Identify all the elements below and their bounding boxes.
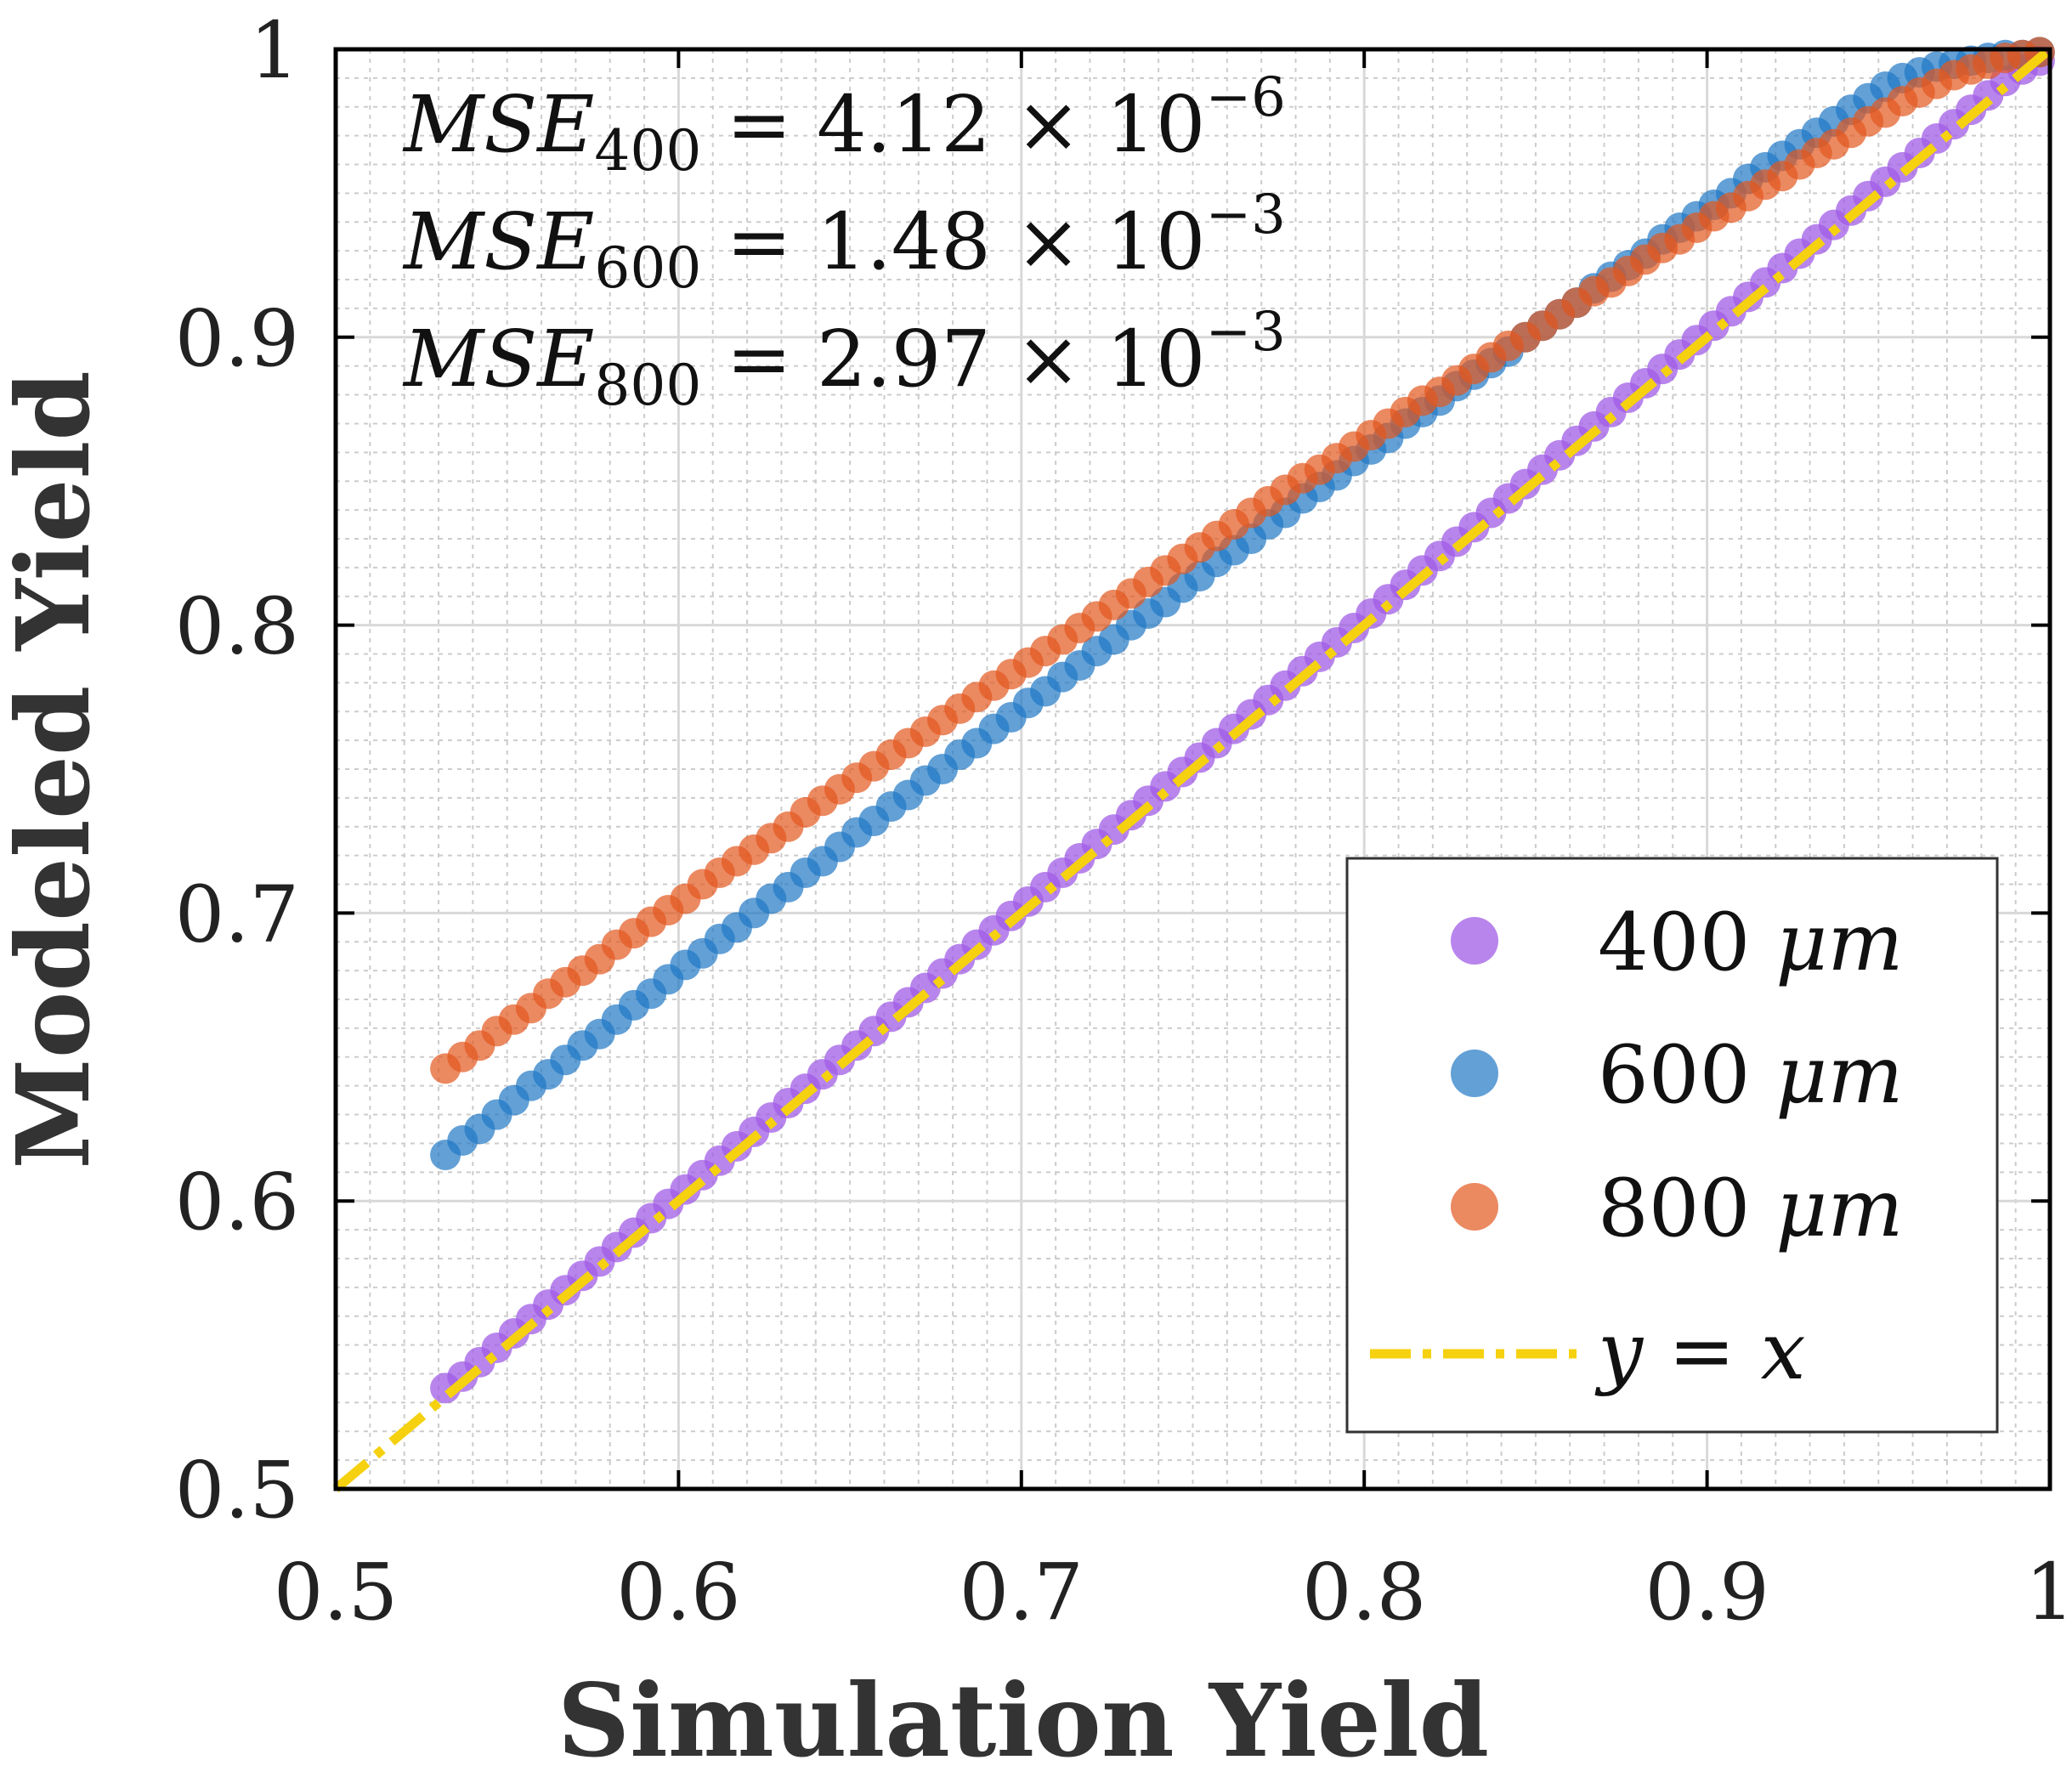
y-tick-label: 1: [249, 5, 299, 96]
y-axis-title: Modeled Yield: [0, 371, 112, 1169]
legend-number: 600: [1598, 1029, 1775, 1122]
plot-frame: [333, 47, 2052, 1491]
x-tick-labels: 0.5 0.6 0.7 0.8 0.9 1: [274, 1547, 2072, 1638]
x-tick-label: 0.7: [960, 1547, 1084, 1638]
legend-label-600: 600 μm: [1598, 1029, 1904, 1122]
tick-marks: [334, 48, 2052, 1491]
y-tick-label: 0.5: [175, 1445, 299, 1536]
series-800: [430, 37, 2055, 1084]
x-tick-label: 0.6: [616, 1547, 740, 1638]
legend-marker-600: [1451, 1050, 1498, 1097]
legend-number: 400: [1598, 897, 1775, 989]
y-tick-labels: 0.5 0.6 0.7 0.8 0.9 1: [175, 5, 299, 1536]
legend-unit: μm: [1775, 1163, 1903, 1255]
mse-annotation: MSE600 = 1.48 × 10−3: [402, 184, 1286, 301]
reference-line: [332, 45, 2053, 1493]
legend-unit: μm: [1775, 897, 1903, 989]
mse-annotation: MSE800 = 2.97 × 10−3: [402, 301, 1286, 418]
mse-subscript: 800: [594, 353, 701, 418]
mse-exponent: −3: [1205, 301, 1285, 364]
mse-label: MSE: [402, 196, 594, 287]
mse-value: = 2.97 × 10: [701, 314, 1205, 405]
legend-marker-800: [1451, 1183, 1498, 1231]
legend-label-800: 800 μm: [1598, 1163, 1904, 1255]
legend-unit: μm: [1775, 1029, 1903, 1122]
legend-number: 800: [1598, 1163, 1775, 1255]
y-tick-label: 0.6: [175, 1157, 299, 1248]
legend-eq: =: [1643, 1305, 1761, 1398]
y-tick-label: 0.7: [175, 869, 299, 959]
y-tick-label: 0.9: [175, 293, 299, 384]
mse-subscript: 600: [594, 235, 701, 301]
mse-label: MSE: [402, 79, 594, 170]
mse-label: MSE: [402, 314, 594, 405]
mse-exponent: −3: [1205, 184, 1285, 246]
reference-line-layer: [332, 45, 2053, 1493]
x-axis-title: Simulation Yield: [558, 1661, 1489, 1777]
legend-rhs: x: [1761, 1305, 1806, 1398]
legend-label-y-equals-x: y = x: [1594, 1305, 1806, 1398]
x-tick-label: 0.9: [1645, 1547, 1769, 1638]
mse-exponent: −6: [1205, 66, 1285, 129]
legend-lhs: y: [1594, 1305, 1645, 1398]
mse-subscript: 400: [594, 118, 701, 184]
x-tick-label: 1: [2025, 1547, 2072, 1638]
x-tick-label: 0.8: [1302, 1547, 1426, 1638]
mse-value: = 1.48 × 10: [701, 196, 1205, 287]
legend-marker-400: [1451, 917, 1498, 965]
mse-value: = 4.12 × 10: [701, 79, 1205, 170]
legend-label-400: 400 μm: [1598, 897, 1904, 989]
mse-annotation: MSE400 = 4.12 × 10−6: [402, 66, 1286, 184]
x-tick-label: 0.5: [274, 1547, 398, 1638]
y-tick-label: 0.8: [175, 581, 299, 672]
